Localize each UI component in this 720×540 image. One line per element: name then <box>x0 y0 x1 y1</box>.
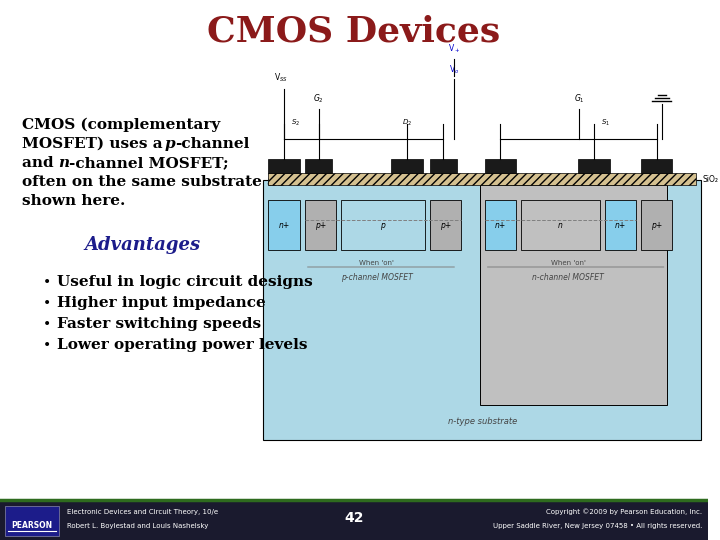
Text: V$_+$: V$_+$ <box>448 43 460 55</box>
Text: Copyright ©2009 by Pearson Education, Inc.: Copyright ©2009 by Pearson Education, In… <box>546 509 702 515</box>
Text: V$_o$: V$_o$ <box>449 64 459 76</box>
Text: •: • <box>43 317 51 331</box>
Text: p+: p+ <box>315 220 326 230</box>
Text: G$_2$: G$_2$ <box>313 92 324 105</box>
Text: Advantages: Advantages <box>84 236 201 254</box>
Text: D$_2$: D$_2$ <box>402 118 412 128</box>
Bar <box>430 159 457 173</box>
Bar <box>578 159 610 173</box>
Text: CMOS (complementary: CMOS (complementary <box>22 118 220 132</box>
Bar <box>305 159 333 173</box>
Bar <box>0 500 708 540</box>
Bar <box>264 180 701 440</box>
Text: Upper Saddle River, New Jersey 07458 • All rights reserved.: Upper Saddle River, New Jersey 07458 • A… <box>492 523 702 529</box>
Text: p-channel MOSFET: p-channel MOSFET <box>341 273 413 282</box>
Text: •: • <box>43 338 51 352</box>
Text: Higher input impedance: Higher input impedance <box>57 296 266 310</box>
Text: n-type substrate: n-type substrate <box>448 417 517 427</box>
Bar <box>269 173 696 185</box>
Bar <box>269 159 300 173</box>
Text: Robert L. Boylestad and Louis Nashelsky: Robert L. Boylestad and Louis Nashelsky <box>67 523 208 529</box>
Bar <box>480 185 667 405</box>
Bar <box>305 200 336 250</box>
Bar <box>641 159 672 173</box>
Text: Useful in logic circuit designs: Useful in logic circuit designs <box>57 275 312 289</box>
Text: p+: p+ <box>651 220 662 230</box>
Bar <box>485 159 516 173</box>
Text: Electronic Devices and Circuit Theory, 10/e: Electronic Devices and Circuit Theory, 1… <box>67 509 218 515</box>
Text: shown here.: shown here. <box>22 194 125 208</box>
Text: p: p <box>380 220 385 230</box>
Text: n: n <box>558 220 563 230</box>
Text: S$_2$: S$_2$ <box>292 118 300 128</box>
Text: n: n <box>58 156 69 170</box>
Bar <box>341 200 425 250</box>
Text: •: • <box>43 296 51 310</box>
Text: MOSFET) uses a: MOSFET) uses a <box>22 137 168 151</box>
Text: When 'on': When 'on' <box>359 260 394 266</box>
Text: Lower operating power levels: Lower operating power levels <box>57 338 307 352</box>
Text: V$_{SS}$: V$_{SS}$ <box>274 71 288 84</box>
Bar <box>641 200 672 250</box>
Text: n+: n+ <box>279 220 289 230</box>
Bar <box>605 200 636 250</box>
Text: p+: p+ <box>440 220 451 230</box>
Bar <box>430 200 461 250</box>
Text: PEARSON: PEARSON <box>12 522 53 530</box>
Text: 42: 42 <box>344 511 364 525</box>
Text: and: and <box>22 156 58 170</box>
Text: S$_1$: S$_1$ <box>601 118 610 128</box>
Text: n+: n+ <box>615 220 626 230</box>
Text: Faster switching speeds: Faster switching speeds <box>57 317 261 331</box>
Text: CMOS Devices: CMOS Devices <box>207 15 500 49</box>
Bar <box>5 506 59 536</box>
Text: •: • <box>43 275 51 289</box>
Text: n+: n+ <box>495 220 506 230</box>
Text: SiO₂: SiO₂ <box>703 174 719 184</box>
Text: often on the same substrate as: often on the same substrate as <box>22 175 285 189</box>
Bar <box>269 200 300 250</box>
Text: G$_1$: G$_1$ <box>574 92 585 105</box>
Text: n-channel MOSFET: n-channel MOSFET <box>532 273 604 282</box>
Bar <box>391 159 423 173</box>
Text: -channel MOSFET;: -channel MOSFET; <box>69 156 228 170</box>
Bar <box>485 200 516 250</box>
Text: p: p <box>165 137 176 151</box>
Bar <box>521 200 600 250</box>
Text: -channel: -channel <box>176 137 250 151</box>
Text: When 'on': When 'on' <box>551 260 585 266</box>
